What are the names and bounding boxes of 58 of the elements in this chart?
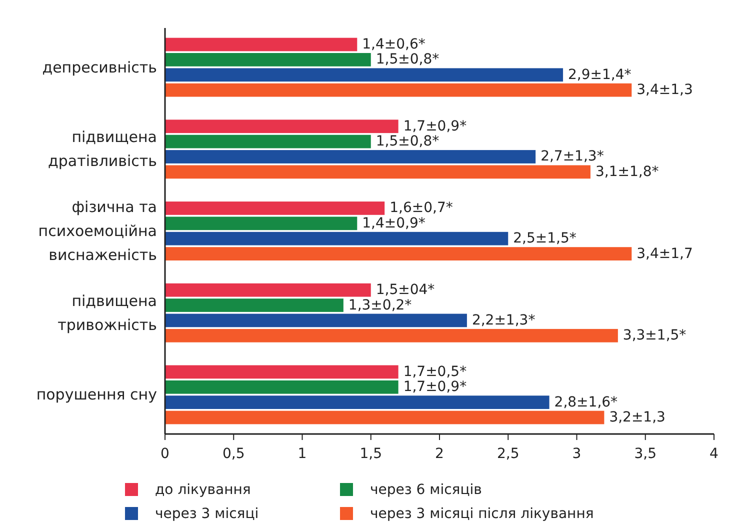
data-label: 1,3±0,2* <box>348 297 412 314</box>
bar <box>165 83 632 97</box>
legend-label: через 3 місяці <box>155 506 259 522</box>
bar <box>165 410 604 424</box>
data-label: 1,5±0,8* <box>376 52 440 68</box>
x-tick-label: 2,5 <box>496 446 520 462</box>
x-tick-label: 1 <box>298 446 307 462</box>
data-label: 1,5±0,8* <box>376 134 440 150</box>
x-tick-label: 0 <box>160 446 170 462</box>
bar <box>165 134 371 148</box>
x-tick-label: 0,5 <box>222 446 245 462</box>
y-tick-label: фізична та психоемоційна виснаженість <box>38 198 157 264</box>
data-label: 3,4±1,3 <box>636 82 693 98</box>
bar <box>165 283 371 297</box>
data-label: 3,2±1,3 <box>609 409 666 426</box>
data-label: 1,4±0,6* <box>362 36 426 53</box>
bar <box>165 247 632 260</box>
bar <box>165 150 536 164</box>
y-tick-label: порушення сну <box>36 386 158 404</box>
bar <box>165 120 398 134</box>
bar <box>165 314 467 328</box>
data-label: 1,7±0,9* <box>403 379 467 396</box>
bar <box>165 165 590 179</box>
bar <box>165 380 398 394</box>
legend-label: до лікування <box>155 482 251 498</box>
y-tick-label: підвищена тривожність <box>58 292 157 334</box>
bar <box>165 202 385 215</box>
bar <box>165 38 358 52</box>
bar <box>165 68 564 82</box>
data-label: 1,7±0,5* <box>403 364 467 380</box>
x-tick-label: 3 <box>572 446 582 462</box>
x-tick-label: 2 <box>435 446 444 462</box>
data-label: 3,1±1,8* <box>595 164 659 180</box>
x-tick-label: 1,5 <box>360 446 382 462</box>
bar <box>165 216 358 230</box>
data-label: 1,5±04* <box>376 282 435 298</box>
data-label: 1,7±0,9* <box>403 118 467 134</box>
bar <box>165 53 371 66</box>
legend-label: через 6 місяців <box>370 482 482 498</box>
x-tick-label: 4 <box>710 446 719 462</box>
data-label: 2,8±1,6* <box>554 394 618 410</box>
bar <box>165 232 508 246</box>
data-label: 2,7±1,3* <box>540 148 604 165</box>
bar <box>165 365 398 379</box>
data-label: 2,2±1,3* <box>472 312 536 328</box>
bar <box>165 328 618 342</box>
y-tick-label: підвищена дратівливість <box>48 128 157 170</box>
legend-label: через 3 місяці після лікування <box>370 506 594 522</box>
data-label: 2,9±1,4* <box>568 66 632 83</box>
data-label: 3,4±1,7 <box>636 246 693 262</box>
bar <box>165 298 344 312</box>
x-tick-label: 3,5 <box>634 446 657 462</box>
bar <box>165 396 550 409</box>
data-label: 2,5±1,5* <box>513 230 576 247</box>
data-label: 1,4±0,9* <box>362 215 426 232</box>
y-tick-label: депресивність <box>42 58 157 76</box>
data-label: 1,6±0,7* <box>390 200 453 216</box>
data-label: 3,3±1,5* <box>622 328 686 344</box>
